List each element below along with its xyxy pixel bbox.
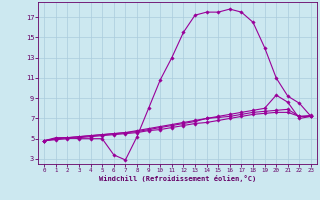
X-axis label: Windchill (Refroidissement éolien,°C): Windchill (Refroidissement éolien,°C): [99, 175, 256, 182]
